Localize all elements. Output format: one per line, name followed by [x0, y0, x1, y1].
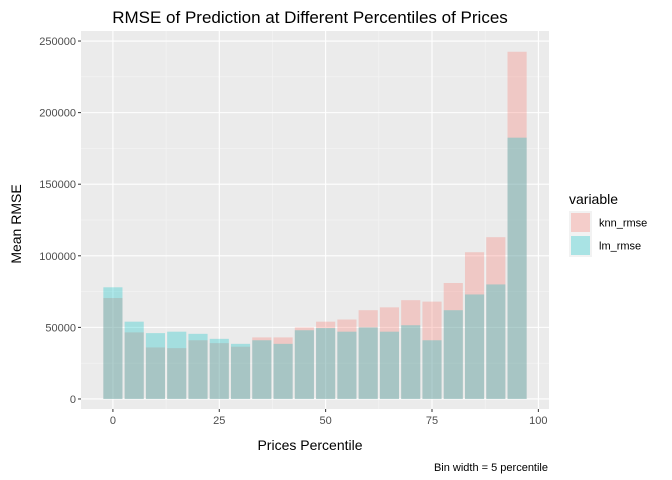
- bar-knn_rmse: [188, 340, 208, 399]
- major-gridlines: [81, 31, 549, 409]
- bar-lm_rmse: [188, 333, 208, 399]
- legend-key-bg: [569, 211, 592, 234]
- legend-key-bg: [569, 234, 592, 257]
- x-tick-label: 75: [426, 415, 438, 427]
- bar-knn_rmse: [358, 310, 378, 399]
- legend-key-knn_rmse: [571, 213, 590, 232]
- x-tick-label: 0: [110, 415, 116, 427]
- bar-knn_rmse: [486, 237, 506, 399]
- bar-lm_rmse: [209, 338, 229, 399]
- minor-gridlines: [81, 31, 549, 409]
- legend-key-lm_rmse: [571, 236, 590, 255]
- lm-rmse-bars: [103, 137, 527, 399]
- bar-lm_rmse: [294, 330, 314, 399]
- x-tick-label: 100: [529, 415, 547, 427]
- bar-lm_rmse: [124, 321, 144, 399]
- bar-knn_rmse: [379, 307, 400, 399]
- legend-title: variable: [569, 191, 618, 207]
- y-tick-labels: 0 50000 100000 150000 200000 250000: [39, 36, 76, 406]
- axis-ticks: [78, 40, 539, 412]
- y-tick-label: 150000: [39, 179, 76, 191]
- bar-lm_rmse: [316, 328, 336, 399]
- legend-label-knn_rmse: knn_rmse: [599, 218, 647, 230]
- y-tick-label: 0: [70, 394, 76, 406]
- y-tick-label: 200000: [39, 108, 76, 120]
- bar-lm_rmse: [422, 340, 442, 399]
- bar-lm_rmse: [103, 287, 123, 399]
- y-tick-label: 100000: [39, 251, 76, 263]
- bar-knn_rmse: [124, 332, 144, 399]
- x-tick-labels: 0 25 50 75 100: [110, 415, 548, 427]
- y-axis-title: Mean RMSE: [8, 184, 24, 263]
- caption: Bin width = 5 percentile: [434, 462, 548, 474]
- bar-lm_rmse: [252, 340, 272, 399]
- bar-knn_rmse: [167, 348, 187, 399]
- bar-lm_rmse: [337, 331, 357, 399]
- bar-lm_rmse: [464, 294, 485, 399]
- legend: variable knn_rmse lm_rmse: [569, 191, 647, 257]
- bar-knn_rmse: [507, 51, 527, 399]
- bar-lm_rmse: [486, 284, 506, 399]
- bar-lm_rmse: [507, 137, 527, 399]
- x-tick-label: 25: [213, 415, 225, 427]
- bar-lm_rmse: [230, 343, 251, 399]
- bar-knn_rmse: [464, 252, 485, 399]
- bar-knn_rmse: [337, 319, 357, 399]
- bar-lm_rmse: [401, 325, 421, 399]
- bar-lm_rmse: [379, 331, 400, 399]
- y-tick-label: 50000: [45, 322, 76, 334]
- bar-knn_rmse: [316, 321, 336, 399]
- bar-lm_rmse: [273, 343, 293, 399]
- bar-knn_rmse: [145, 347, 166, 399]
- bar-knn_rmse: [230, 346, 251, 399]
- chart-title: RMSE of Prediction at Different Percenti…: [112, 8, 508, 27]
- bar-lm_rmse: [145, 333, 166, 399]
- bar-knn_rmse: [273, 337, 293, 399]
- bar-knn_rmse: [422, 301, 442, 399]
- bar-lm_rmse: [443, 310, 463, 399]
- x-tick-label: 50: [320, 415, 332, 427]
- knn-rmse-bars: [103, 51, 527, 399]
- legend-label-lm_rmse: lm_rmse: [599, 241, 641, 253]
- bar-lm_rmse: [167, 331, 187, 399]
- x-axis-title: Prices Percentile: [257, 437, 362, 453]
- bar-knn_rmse: [103, 298, 123, 399]
- y-tick-label: 250000: [39, 36, 76, 48]
- bar-knn_rmse: [209, 343, 229, 399]
- bar-knn_rmse: [252, 337, 272, 399]
- bar-knn_rmse: [401, 300, 421, 399]
- bar-knn_rmse: [443, 283, 463, 399]
- bar-lm_rmse: [358, 327, 378, 399]
- bar-knn_rmse: [294, 327, 314, 399]
